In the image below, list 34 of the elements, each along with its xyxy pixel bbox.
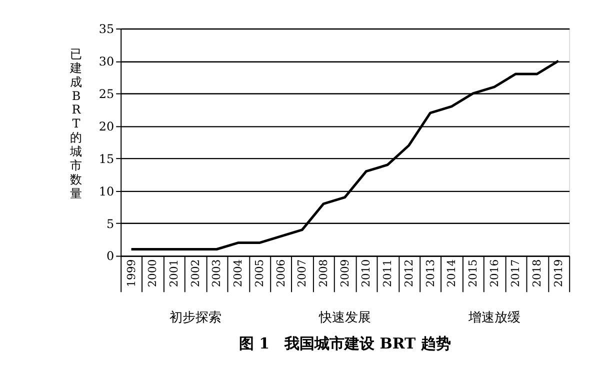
x-tick-label: 2003 xyxy=(210,259,224,288)
x-tick-label: 2010 xyxy=(360,259,373,288)
x-tick-label: 2018 xyxy=(530,259,544,288)
x-tick-label: 2006 xyxy=(274,259,288,288)
x-tick-label: 2007 xyxy=(296,259,309,288)
text: 增速放缓 xyxy=(467,310,520,326)
x-tick-label: 2005 xyxy=(252,259,266,288)
x-tick-label: 2009 xyxy=(338,259,352,288)
y-tick-label: 15 xyxy=(98,152,114,166)
text: 快速发展 xyxy=(318,310,371,326)
y-tick-label: 5 xyxy=(106,216,114,231)
y-tick-label: 10 xyxy=(98,184,114,198)
y-tick-label: 0 xyxy=(106,249,114,264)
x-tick-label: 2001 xyxy=(167,259,180,288)
x-tick-label: 2000 xyxy=(146,259,160,288)
x-tick-label: 1999 xyxy=(124,259,138,288)
x-tick-label: 2019 xyxy=(552,259,565,288)
x-tick-label: 2017 xyxy=(509,259,522,288)
x-tick-label: 2002 xyxy=(188,259,202,288)
y-tick-label: 30 xyxy=(98,54,114,68)
y-tick-label: 25 xyxy=(98,86,114,101)
x-tick-label: 2013 xyxy=(424,259,437,288)
text: 图 1 我国城市建设 BRT 趋势 xyxy=(238,334,451,352)
x-tick-label: 2016 xyxy=(488,259,501,288)
x-tick-label: 2011 xyxy=(381,259,394,288)
x-tick-label: 2012 xyxy=(402,259,416,288)
text: 已建成BRT的城市数量 xyxy=(70,46,82,200)
text: 初步探索 xyxy=(169,310,222,326)
y-tick-label: 20 xyxy=(98,119,114,134)
y-tick-label: 35 xyxy=(98,22,114,36)
x-tick-label: 2004 xyxy=(232,259,245,288)
x-tick-label: 2008 xyxy=(316,259,330,288)
x-tick-label: 2015 xyxy=(466,259,480,288)
x-tick-label: 2014 xyxy=(445,259,458,288)
